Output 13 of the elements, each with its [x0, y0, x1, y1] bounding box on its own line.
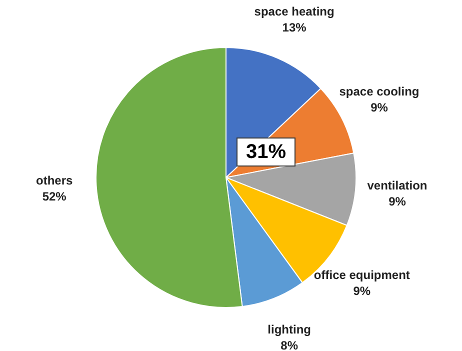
data-label: 9%	[353, 284, 371, 298]
data-label: 9%	[388, 194, 406, 209]
slice-label: lighting	[268, 322, 311, 336]
data-label: 9%	[370, 100, 388, 114]
data-label: 13%	[282, 20, 307, 35]
slice-label: space heating	[254, 4, 334, 19]
slice-label: space cooling	[339, 84, 420, 98]
data-label: 52%	[42, 189, 67, 204]
data-label: 8%	[280, 338, 298, 351]
slice-label: office equipment	[314, 268, 410, 282]
text: 31%	[246, 141, 286, 163]
slice-label: ventilation	[367, 178, 428, 193]
slice-label: others	[36, 173, 73, 188]
